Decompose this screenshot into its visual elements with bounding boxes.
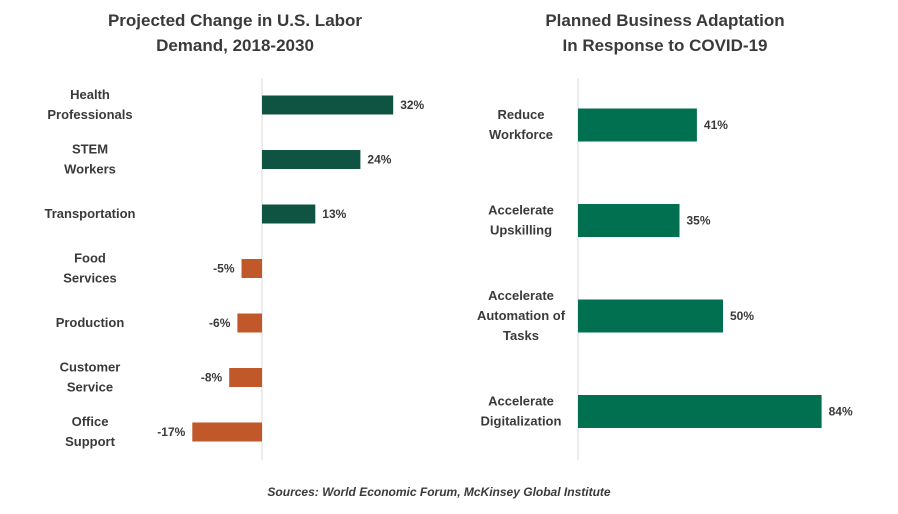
data-label: -5% (213, 262, 235, 276)
bar-stem-workers (262, 150, 361, 169)
data-label: -8% (201, 371, 223, 385)
category-label: STEM Workers (64, 142, 116, 177)
category-label: Accelerate Automation of Tasks (477, 288, 566, 343)
right-chart-title-line-2: In Response to COVID-19 (562, 36, 768, 55)
data-label: -6% (209, 316, 231, 330)
bar-health-professionals (262, 95, 394, 115)
data-label: 32% (400, 98, 424, 112)
right-chart-title: Planned Business Adaptation In Response … (460, 8, 870, 58)
labor-demand-chart: 32% Health Professionals 24% STEM Workers 13% T… (44, 78, 425, 460)
bar-reduce-workforce (578, 108, 697, 142)
data-label: -17% (157, 425, 185, 439)
bar-accelerate-upskilling (578, 204, 680, 237)
category-label: Food Services (63, 251, 117, 286)
bar-office-support (192, 422, 262, 442)
left-chart-title-line-2: Demand, 2018-2030 (156, 36, 314, 55)
category-label: Office Support (65, 414, 115, 449)
left-chart-title-line-1: Projected Change in U.S. Labor (107, 11, 363, 30)
category-label: Customer Service (60, 360, 121, 395)
category-label: Accelerate Digitalization (481, 394, 562, 429)
category-label: Health Professionals (47, 87, 132, 122)
category-label: Reduce Workforce (489, 107, 553, 142)
data-label: 50% (730, 309, 754, 323)
bar-transportation (262, 204, 316, 224)
bar-food-services (241, 259, 262, 278)
right-chart-title-line-1: Planned Business Adaptation (545, 11, 785, 30)
data-label: 41% (704, 118, 728, 132)
business-adaptation-chart: 41% Reduce Workforce 35% Accelerate Upskillin… (477, 78, 853, 460)
data-label: 84% (829, 405, 853, 419)
data-label: 24% (367, 153, 391, 167)
bar-customer-service (229, 368, 262, 387)
category-label: Accelerate Upskilling (488, 203, 554, 238)
left-chart-title: Projected Change in U.S. Labor Demand, 2… (40, 8, 430, 58)
source-note: Sources: World Economic Forum, McKinsey … (267, 485, 611, 499)
category-label: Production (56, 315, 125, 330)
bar-production (237, 313, 262, 333)
bar-accelerate-automation-of-tasks (578, 299, 723, 333)
bar-accelerate-digitalization (578, 395, 822, 428)
data-label: 13% (322, 207, 346, 221)
data-label: 35% (687, 214, 711, 228)
category-label: Transportation (44, 206, 135, 221)
